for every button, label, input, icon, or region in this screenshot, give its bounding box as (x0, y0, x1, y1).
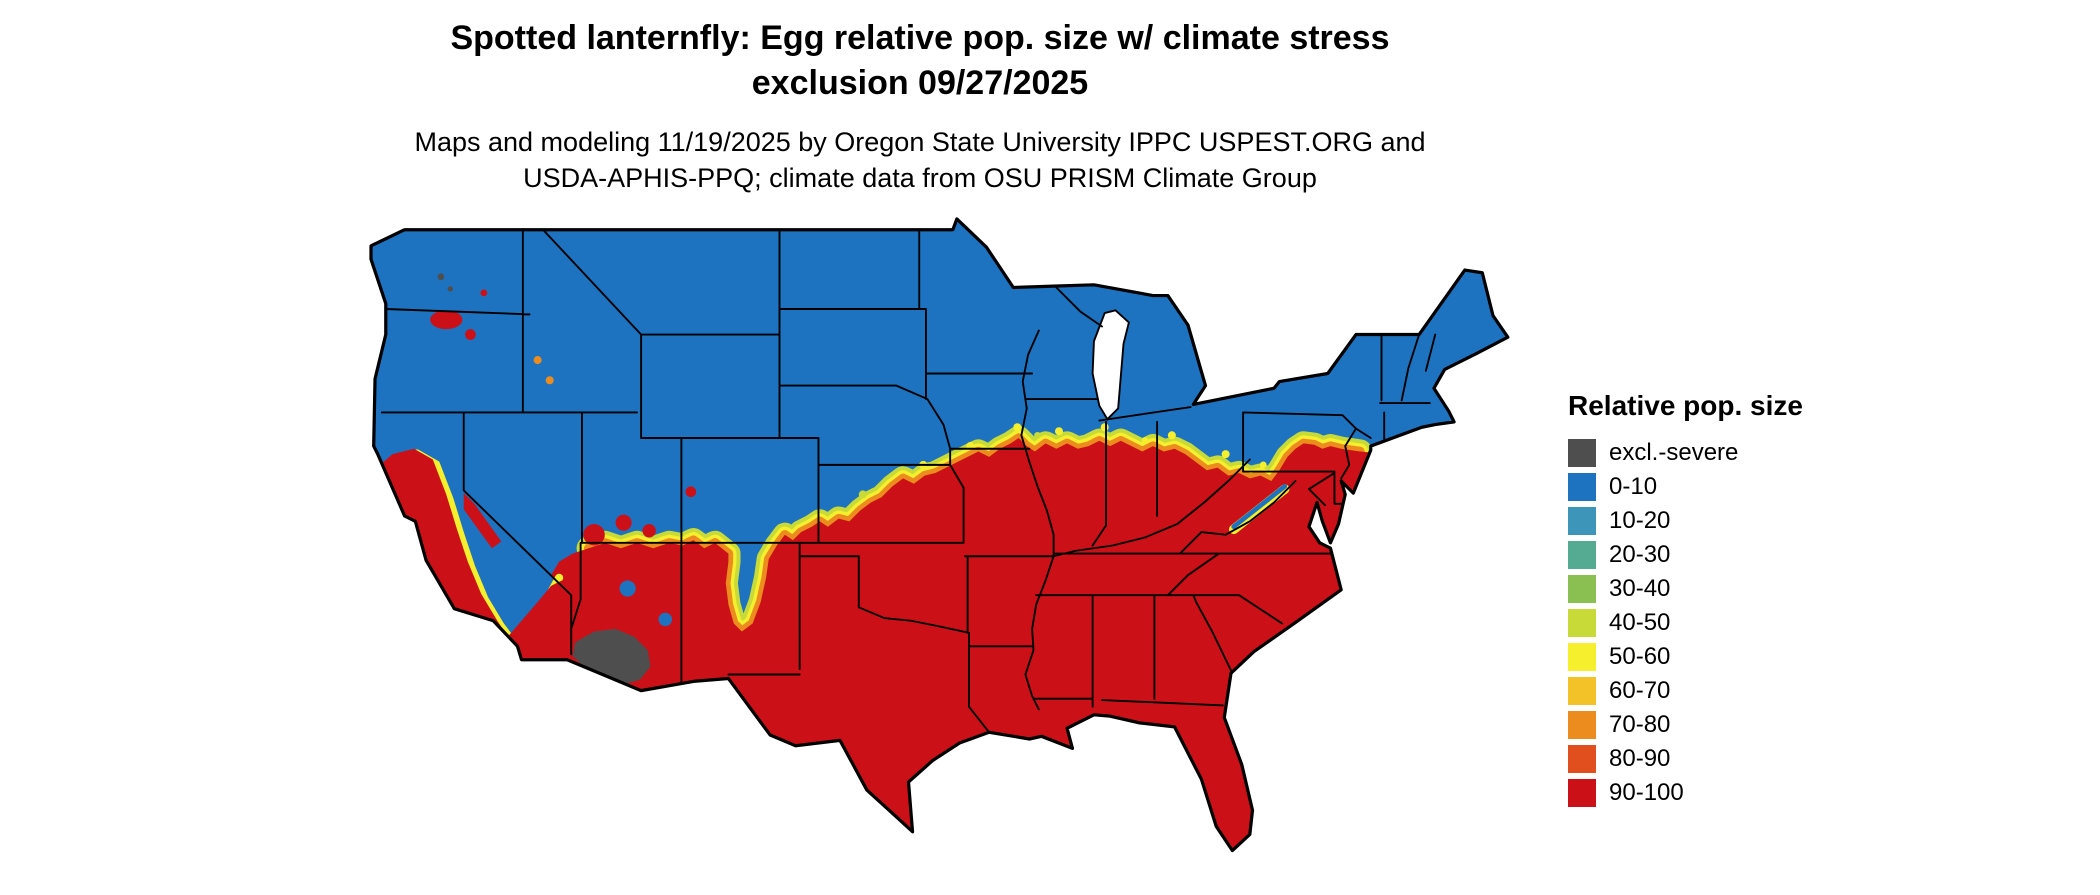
legend-swatch (1568, 643, 1596, 671)
region-excluded-speck-washington (437, 273, 445, 281)
appalachian-low-sliver (1231, 484, 1288, 530)
legend-swatch (1568, 439, 1596, 467)
legend-swatch (1568, 779, 1596, 807)
legend-swatch-icon (1568, 507, 1596, 535)
legend-swatch-icon (1568, 439, 1596, 467)
region-excluded-speck-washington (447, 286, 453, 292)
legend: Relative pop. size excl.-severe 0-10 10-… (1568, 390, 1803, 810)
mid-value-speck (1141, 437, 1149, 445)
legend-item-70-80: 70-80 (1568, 708, 1803, 742)
legend-label: 40-50 (1609, 609, 1671, 636)
legend-swatch-icon (1568, 609, 1596, 637)
legend-item-80-90: 80-90 (1568, 742, 1803, 776)
legend-item-60-70: 60-70 (1568, 674, 1803, 708)
legend-swatch (1568, 745, 1596, 773)
legend-item-40-50: 40-50 (1568, 606, 1803, 640)
mid-value-speck (1221, 450, 1230, 459)
legend-item-90-100: 90-100 (1568, 776, 1803, 810)
legend-label: 50-60 (1609, 643, 1671, 670)
legend-swatch-icon (1568, 643, 1596, 671)
mid-value-speck (1259, 461, 1267, 469)
figure-header: Spotted lanternfly: Egg relative pop. si… (160, 16, 1680, 197)
legend-swatch (1568, 473, 1596, 501)
legend-item-10-20: 10-20 (1568, 504, 1803, 538)
legend-swatch (1568, 677, 1596, 705)
legend-swatch-icon (1568, 473, 1596, 501)
region-high-patch-utah (615, 514, 632, 531)
legend-swatch-icon (1568, 745, 1596, 773)
map-subtitle-line1: Maps and modeling 11/19/2025 by Oregon S… (414, 126, 1426, 157)
legend-swatch (1568, 507, 1596, 535)
mid-value-speck (1167, 431, 1176, 440)
legend-swatch-icon (1568, 677, 1596, 705)
legend-label: 80-90 (1609, 745, 1671, 772)
lake-michigan (1091, 309, 1130, 421)
legend-label: 20-30 (1609, 541, 1671, 568)
region-high-patch-oregon (465, 329, 476, 340)
legend-label: 60-70 (1609, 677, 1671, 704)
map-title: Spotted lanternfly: Egg relative pop. si… (160, 16, 1680, 106)
legend-label: 90-100 (1609, 779, 1684, 806)
legend-label: 10-20 (1609, 507, 1671, 534)
legend-label: 0-10 (1609, 473, 1658, 500)
map-title-line1: Spotted lanternfly: Egg relative pop. si… (450, 19, 1390, 57)
legend-swatch-icon (1568, 575, 1596, 603)
region-low-patch-arizona (658, 612, 672, 627)
mid-value-speck-idaho (545, 376, 554, 385)
legend-item-excl-severe: excl.-severe (1568, 436, 1803, 470)
region-low-patch-arizona (619, 580, 636, 597)
legend-swatch-icon (1568, 541, 1596, 569)
state-borders (380, 228, 1437, 734)
region-high-california (373, 448, 522, 670)
legend-swatch (1568, 711, 1596, 739)
mid-value-speck (1034, 431, 1041, 439)
legend-item-0-10: 0-10 (1568, 470, 1803, 504)
mid-value-speck-idaho (533, 356, 542, 365)
legend-item-30-40: 30-40 (1568, 572, 1803, 606)
mid-value-speck (1013, 423, 1022, 432)
region-high-patch-oregon (430, 310, 463, 330)
us-map (369, 217, 1510, 853)
mid-value-speck (1054, 427, 1064, 436)
legend-item-20-30: 20-30 (1568, 538, 1803, 572)
legend-swatch-icon (1568, 779, 1596, 807)
mid-value-speck (1100, 423, 1109, 432)
map-subtitle-line2: USDA-APHIS-PPQ; climate data from OSU PR… (523, 163, 1317, 194)
region-high-west-nevada (463, 493, 502, 549)
region-high-patch-colorado (685, 486, 697, 498)
map-subtitle: Maps and modeling 11/19/2025 by Oregon S… (160, 124, 1680, 197)
legend-item-50-60: 50-60 (1568, 640, 1803, 674)
mid-value-speck (858, 490, 867, 499)
legend-swatch (1568, 609, 1596, 637)
map-title-line2: exclusion 09/27/2025 (751, 63, 1089, 102)
legend-swatch-icon (1568, 711, 1596, 739)
region-high-patch-utah (642, 524, 656, 538)
region-high-patch-washington (480, 289, 488, 297)
legend-swatch (1568, 541, 1596, 569)
region-high-patch-utah (583, 524, 605, 546)
region-high-mojave (505, 580, 577, 660)
legend-label: 30-40 (1609, 575, 1671, 602)
legend-swatch (1568, 575, 1596, 603)
legend-title: Relative pop. size (1568, 390, 1803, 421)
legend-label: excl.-severe (1609, 439, 1739, 466)
legend-label: 70-80 (1609, 711, 1671, 738)
